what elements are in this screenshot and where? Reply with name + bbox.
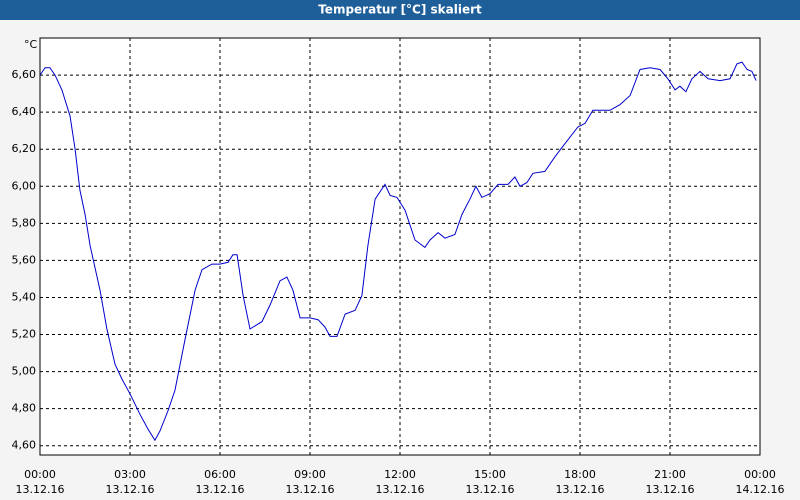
chart-title: Temperatur [°C] skaliert [318, 3, 482, 17]
x-tick-label: 03:00 [114, 468, 146, 481]
x-tick-label: 18:00 [564, 468, 596, 481]
x-tick-date: 14.12.16 [736, 483, 785, 496]
y-unit: °C [24, 38, 38, 51]
x-tick-label: 06:00 [204, 468, 236, 481]
y-tick-label: 5,40 [12, 290, 37, 303]
y-tick-label: 5,20 [12, 328, 37, 341]
y-tick-label: 5,00 [12, 365, 37, 378]
x-tick-date: 13.12.16 [466, 483, 515, 496]
y-tick-label: 5,80 [12, 216, 37, 229]
x-tick-label: 21:00 [654, 468, 686, 481]
x-tick-date: 13.12.16 [646, 483, 695, 496]
x-tick-date: 13.12.16 [16, 483, 65, 496]
plot-area [39, 37, 761, 456]
x-tick-label: 00:00 [744, 468, 776, 481]
x-tick-label: 00:00 [24, 468, 56, 481]
y-tick-label: 6,40 [12, 105, 37, 118]
y-tick-label: 5,60 [12, 253, 37, 266]
y-tick-label: 6,00 [12, 179, 37, 192]
x-tick-date: 13.12.16 [196, 483, 245, 496]
x-tick-date: 13.12.16 [106, 483, 155, 496]
y-tick-label: 6,60 [12, 68, 37, 81]
y-tick-label: 6,20 [12, 142, 37, 155]
y-tick-label: 4,60 [12, 439, 37, 452]
x-tick-date: 13.12.16 [556, 483, 605, 496]
y-tick-label: 4,80 [12, 402, 37, 415]
x-tick-label: 12:00 [384, 468, 416, 481]
x-tick-date: 13.12.16 [286, 483, 335, 496]
title-bar [0, 0, 800, 20]
x-tick-date: 13.12.16 [376, 483, 425, 496]
temperature-line [39, 61, 757, 442]
x-tick-label: 09:00 [294, 468, 326, 481]
x-tick-label: 15:00 [474, 468, 506, 481]
